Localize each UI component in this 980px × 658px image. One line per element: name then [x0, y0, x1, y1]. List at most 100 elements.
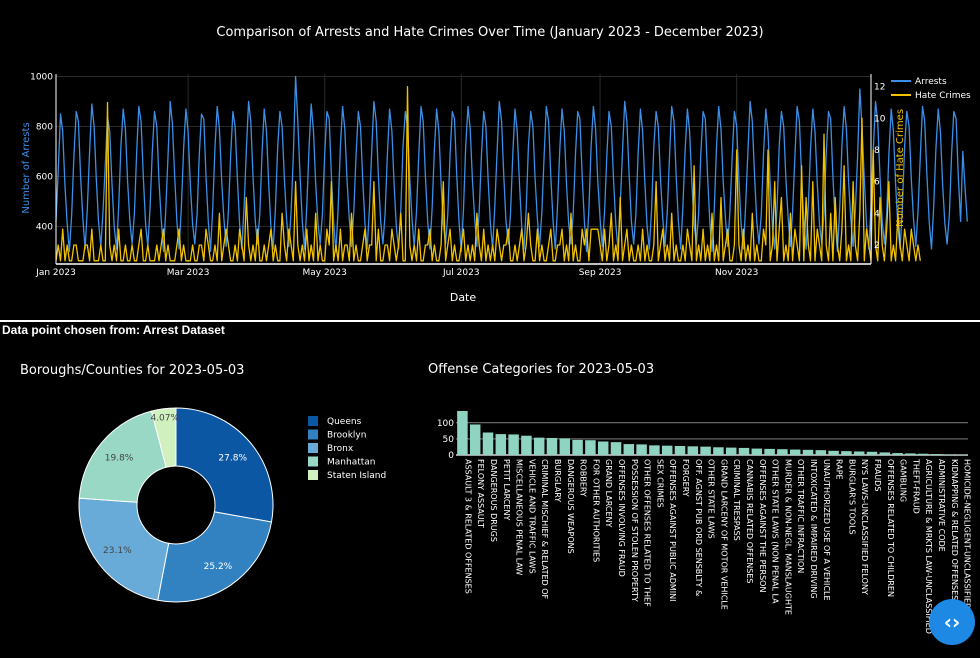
bar-39[interactable] — [943, 454, 955, 455]
bar-32[interactable] — [853, 451, 865, 455]
bar-21[interactable] — [713, 447, 724, 455]
bar-24[interactable] — [751, 448, 763, 455]
bar-30[interactable] — [828, 450, 839, 455]
y2-tick-label: 8 — [874, 146, 880, 156]
bar-4[interactable] — [495, 434, 507, 455]
pie-legend[interactable]: Queens Brooklyn Bronx Manhattan Staten Islan… — [308, 416, 386, 481]
bar-y-tick-label: 50 — [443, 435, 455, 445]
bar-category-label: OTHER STATE LAWS — [707, 459, 716, 539]
bar-3[interactable] — [482, 432, 494, 456]
bar-category-label: GRAND LARCENY — [604, 459, 613, 527]
line-chart-legend[interactable]: Arrests Hate Crimes — [891, 77, 971, 101]
y-tick-label: 600 — [36, 173, 53, 183]
bar-y-tick-label: 0 — [448, 451, 454, 461]
bar-34[interactable] — [879, 452, 891, 455]
bar-36[interactable] — [905, 453, 916, 455]
pie-slice-bronx[interactable] — [78, 497, 170, 601]
pie-value-label-staten-island: 4.07% — [150, 414, 179, 424]
pie-slice-staten-island[interactable] — [150, 407, 177, 468]
y-tick-label: 400 — [36, 223, 53, 233]
bar-y-tick-label: 100 — [437, 419, 454, 429]
left-y-axis-title: Number of Arrests — [21, 122, 32, 213]
bar-7[interactable] — [533, 437, 545, 455]
bar-category-label: FRAUDS — [873, 459, 882, 491]
bar-category-label: KIDNAPPING & RELATED OFFENSES — [950, 459, 959, 600]
bar-5[interactable] — [508, 434, 519, 455]
pie-value-label-brooklyn: 25.2% — [204, 562, 233, 572]
bar-category-label: HOMICIDE-NEGLIGENT-UNCLASSIFIED — [963, 459, 972, 609]
code-chevrons-icon[interactable]: ‹› — [929, 599, 975, 645]
bar-38[interactable] — [930, 454, 942, 455]
bar-category-label: UNAUTHORIZED USE OF A VEHICLE — [822, 459, 831, 601]
bar-33[interactable] — [866, 451, 878, 455]
bar-27[interactable] — [789, 449, 801, 455]
bar-category-label: ROBBERY — [579, 459, 588, 497]
pie-slice-queens[interactable] — [175, 407, 274, 523]
pie-slice-manhattan[interactable] — [78, 410, 167, 503]
x-tick-label: Nov 2023 — [715, 268, 758, 278]
bar-category-label: CRIMINAL TRESPASS — [732, 459, 741, 541]
offense-categories-bar-chart: Offense Categories for 2023-05-03 0 50 100… — [428, 362, 972, 634]
bar-17[interactable] — [661, 445, 673, 455]
bar-category-label: OFFENSES INVOLVING FRAUD — [617, 459, 626, 577]
legend-label-hate-crimes: Hate Crimes — [915, 91, 971, 101]
bar-23[interactable] — [738, 447, 750, 455]
legend-swatch-brooklyn — [308, 429, 318, 440]
bar-28[interactable] — [802, 449, 814, 455]
bar-31[interactable] — [841, 451, 852, 455]
bar-category-label: GAMBLING — [899, 459, 908, 502]
y2-tick-label: 4 — [874, 209, 880, 219]
bar-26[interactable] — [777, 449, 788, 455]
line-chart-axes: 400 600 800 1000 2 4 6 8 10 12 Jan 2023 Mar 2023 May… — [30, 73, 886, 279]
legend-label-queens: Queens — [327, 417, 362, 427]
y2-tick-label: 6 — [874, 178, 880, 188]
bar-category-label: CANNABIS RELATED OFFENSES — [745, 459, 754, 583]
bar-13[interactable] — [610, 442, 622, 455]
x-tick-label: May 2023 — [302, 268, 346, 278]
bar-category-label: INTOXICATED & IMPAIRED DRIVING — [809, 459, 818, 599]
pie-value-label-queens: 27.8% — [218, 453, 247, 463]
pie-value-label-manhattan: 19.8% — [105, 454, 134, 464]
y2-tick-label: 12 — [874, 83, 885, 93]
legend-swatch-manhattan — [308, 456, 318, 467]
bar-2[interactable] — [469, 424, 481, 455]
bar-9[interactable] — [559, 438, 571, 455]
bar-6[interactable] — [521, 435, 532, 455]
bar-8[interactable] — [546, 437, 558, 455]
y-tick-label: 800 — [36, 123, 53, 133]
bar-11[interactable] — [585, 440, 596, 455]
bar-category-label: VEHICLE AND TRAFFIC LAWS — [527, 459, 536, 574]
pie-slice-brooklyn[interactable] — [157, 511, 273, 603]
bar-category-label: ADMINISTRATIVE CODE — [937, 459, 946, 552]
bar-14[interactable] — [623, 444, 635, 455]
bar-16[interactable] — [649, 445, 660, 455]
legend-label-manhattan: Manhattan — [327, 458, 375, 468]
y-tick-label: 1000 — [30, 73, 53, 83]
bar-19[interactable] — [687, 446, 699, 455]
bar-29[interactable] — [815, 450, 827, 455]
bar-category-label: OTHER TRAFFIC INFRACTION — [796, 459, 805, 573]
bar-20[interactable] — [700, 446, 711, 455]
bar-category-label: BURGLARY — [553, 459, 562, 502]
bar-15[interactable] — [636, 444, 647, 455]
bar-18[interactable] — [674, 446, 686, 455]
bar-category-label: MISCELLANEOUS PENAL LAW — [515, 459, 524, 575]
bar-37[interactable] — [917, 453, 929, 455]
legend-label-bronx: Bronx — [327, 444, 354, 454]
bar-10[interactable] — [572, 439, 583, 455]
x-tick-label: Jul 2023 — [442, 268, 480, 278]
bar-1[interactable] — [457, 410, 468, 455]
bar-chart-title: Offense Categories for 2023-05-03 — [428, 362, 654, 377]
bar-22[interactable] — [725, 447, 737, 455]
bar-category-label: POSSESSION OF STOLEN PROPERTY — [630, 459, 639, 602]
legend-label-staten-island: Staten Island — [327, 471, 386, 481]
bar-category-label: PETIT LARCENY — [502, 459, 511, 520]
bar-category-label: OFFENSES AGAINST PUBLIC ADMINI — [668, 459, 677, 602]
bar-category-label: AGRICULTURE & MRKTS LAW-UNCLASSIFIED — [924, 459, 933, 634]
bar-12[interactable] — [597, 441, 609, 456]
legend-label-brooklyn: Brooklyn — [327, 431, 366, 441]
bar-25[interactable] — [764, 448, 775, 455]
bar-35[interactable] — [892, 453, 903, 455]
bar-category-label: DANGEROUS DRUGS — [489, 459, 498, 542]
bar-category-label: ASSAULT 3 & RELATED OFFENSES — [463, 459, 472, 594]
